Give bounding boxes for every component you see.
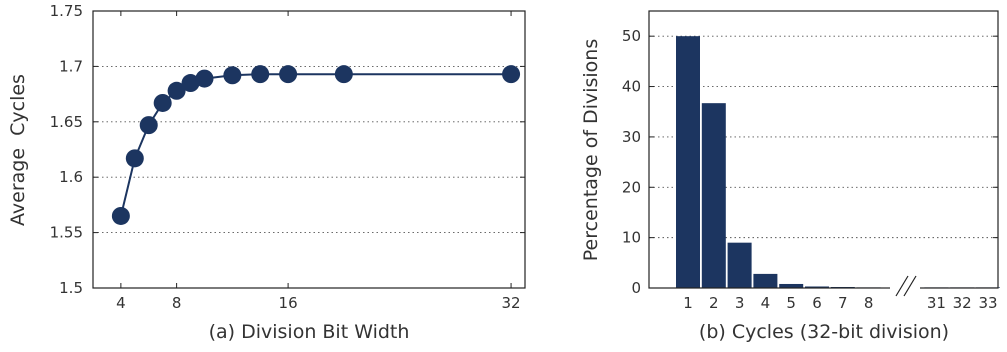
chart-a-point	[181, 74, 200, 93]
chart-a-x-tick-label: 4	[116, 294, 126, 312]
chart-a-point	[334, 65, 353, 84]
chart-b-y-tick-label: 50	[622, 27, 641, 45]
chart-b-x-ticks: 1 2 3 4 5 6 7 8 31 32 33	[683, 294, 997, 312]
chart-a-x-tick-label: 16	[279, 294, 298, 312]
chart-a-point	[139, 116, 158, 135]
chart-b-x-tick-label: 1	[683, 294, 693, 312]
chart-b-y-tick-label: 40	[622, 78, 641, 96]
chart-b-x-tick-label: 33	[978, 294, 997, 312]
chart-b-bar	[676, 36, 700, 288]
chart-b-x-tick-label: 7	[838, 294, 848, 312]
chart-b-x-tick-label: 3	[735, 294, 745, 312]
chart-a-point	[223, 66, 242, 85]
chart-b-x-label: (b) Cycles (32-bit division)	[699, 321, 949, 343]
chart-b-bar	[805, 286, 829, 288]
chart-b-y-tick-label: 10	[622, 229, 641, 247]
chart-a-y-tick-label: 1.5	[59, 279, 83, 297]
chart-b-x-tick-label: 2	[709, 294, 719, 312]
chart-b-y-tick-label: 20	[622, 178, 641, 196]
chart-b-y-tick-label: 0	[631, 279, 641, 297]
chart-a-point	[502, 65, 521, 84]
chart-b-bar	[779, 283, 804, 288]
chart-a-point	[111, 206, 130, 225]
chart-b-axes-frame	[648, 10, 999, 289]
chart-a-y-tick-label: 1.55	[50, 224, 83, 242]
chart-b-x-tick-label: 4	[761, 294, 771, 312]
chart-a-x-ticks: 4 8 16 32	[116, 11, 521, 312]
chart-a-y-ticks: 1.5 1.55 1.6 1.65 1.7 1.75	[50, 2, 525, 297]
chart-a-y-tick-label: 1.65	[50, 113, 83, 131]
chart-a-point	[125, 149, 144, 168]
chart-b: 0 10 20 30 40 50 1 2 3 4 5 6 7 8 31 32 33 (b) Cycles (3…	[580, 10, 1000, 343]
chart-a-axes-frame	[92, 10, 526, 289]
chart-a-point	[251, 65, 270, 84]
chart-b-x-tick-label: 32	[953, 294, 972, 312]
chart-a-points	[111, 65, 521, 225]
chart-b-axis-break	[890, 275, 920, 298]
chart-b-bar	[727, 242, 752, 288]
chart-a-x-tick-label: 8	[172, 294, 182, 312]
chart-b-y-tick-label: 30	[622, 128, 641, 146]
chart-a-point	[279, 65, 298, 84]
chart-a-y-tick-label: 1.75	[50, 2, 83, 20]
chart-a-x-tick-label: 32	[502, 294, 521, 312]
chart-b-x-tick-label: 5	[786, 294, 796, 312]
chart-b-x-tick-label: 31	[927, 294, 946, 312]
chart-b-gridlines	[649, 35, 998, 239]
chart-a-y-label: Average Cycles	[7, 74, 29, 226]
chart-b-bar	[701, 103, 726, 288]
chart-b-y-label: Percentage of Divisions	[580, 39, 602, 261]
chart-a: 1.5 1.55 1.6 1.65 1.7 1.75 4 8 16 32 (a) Divisio…	[7, 2, 526, 343]
chart-a-gridlines	[93, 65, 525, 234]
chart-a-y-tick-label: 1.6	[59, 168, 83, 186]
chart-a-point	[195, 69, 214, 88]
chart-a-y-tick-label: 1.7	[59, 57, 83, 75]
chart-a-x-label: (a) Division Bit Width	[209, 321, 410, 343]
chart-b-y-ticks: 0 10 20 30 40 50	[622, 27, 998, 297]
chart-a-point	[153, 93, 172, 112]
chart-b-bars	[676, 36, 1000, 288]
chart-a-point	[167, 81, 186, 100]
chart-b-x-tick-label: 8	[864, 294, 874, 312]
chart-b-x-tick-label: 6	[812, 294, 822, 312]
chart-b-bar	[753, 273, 778, 288]
